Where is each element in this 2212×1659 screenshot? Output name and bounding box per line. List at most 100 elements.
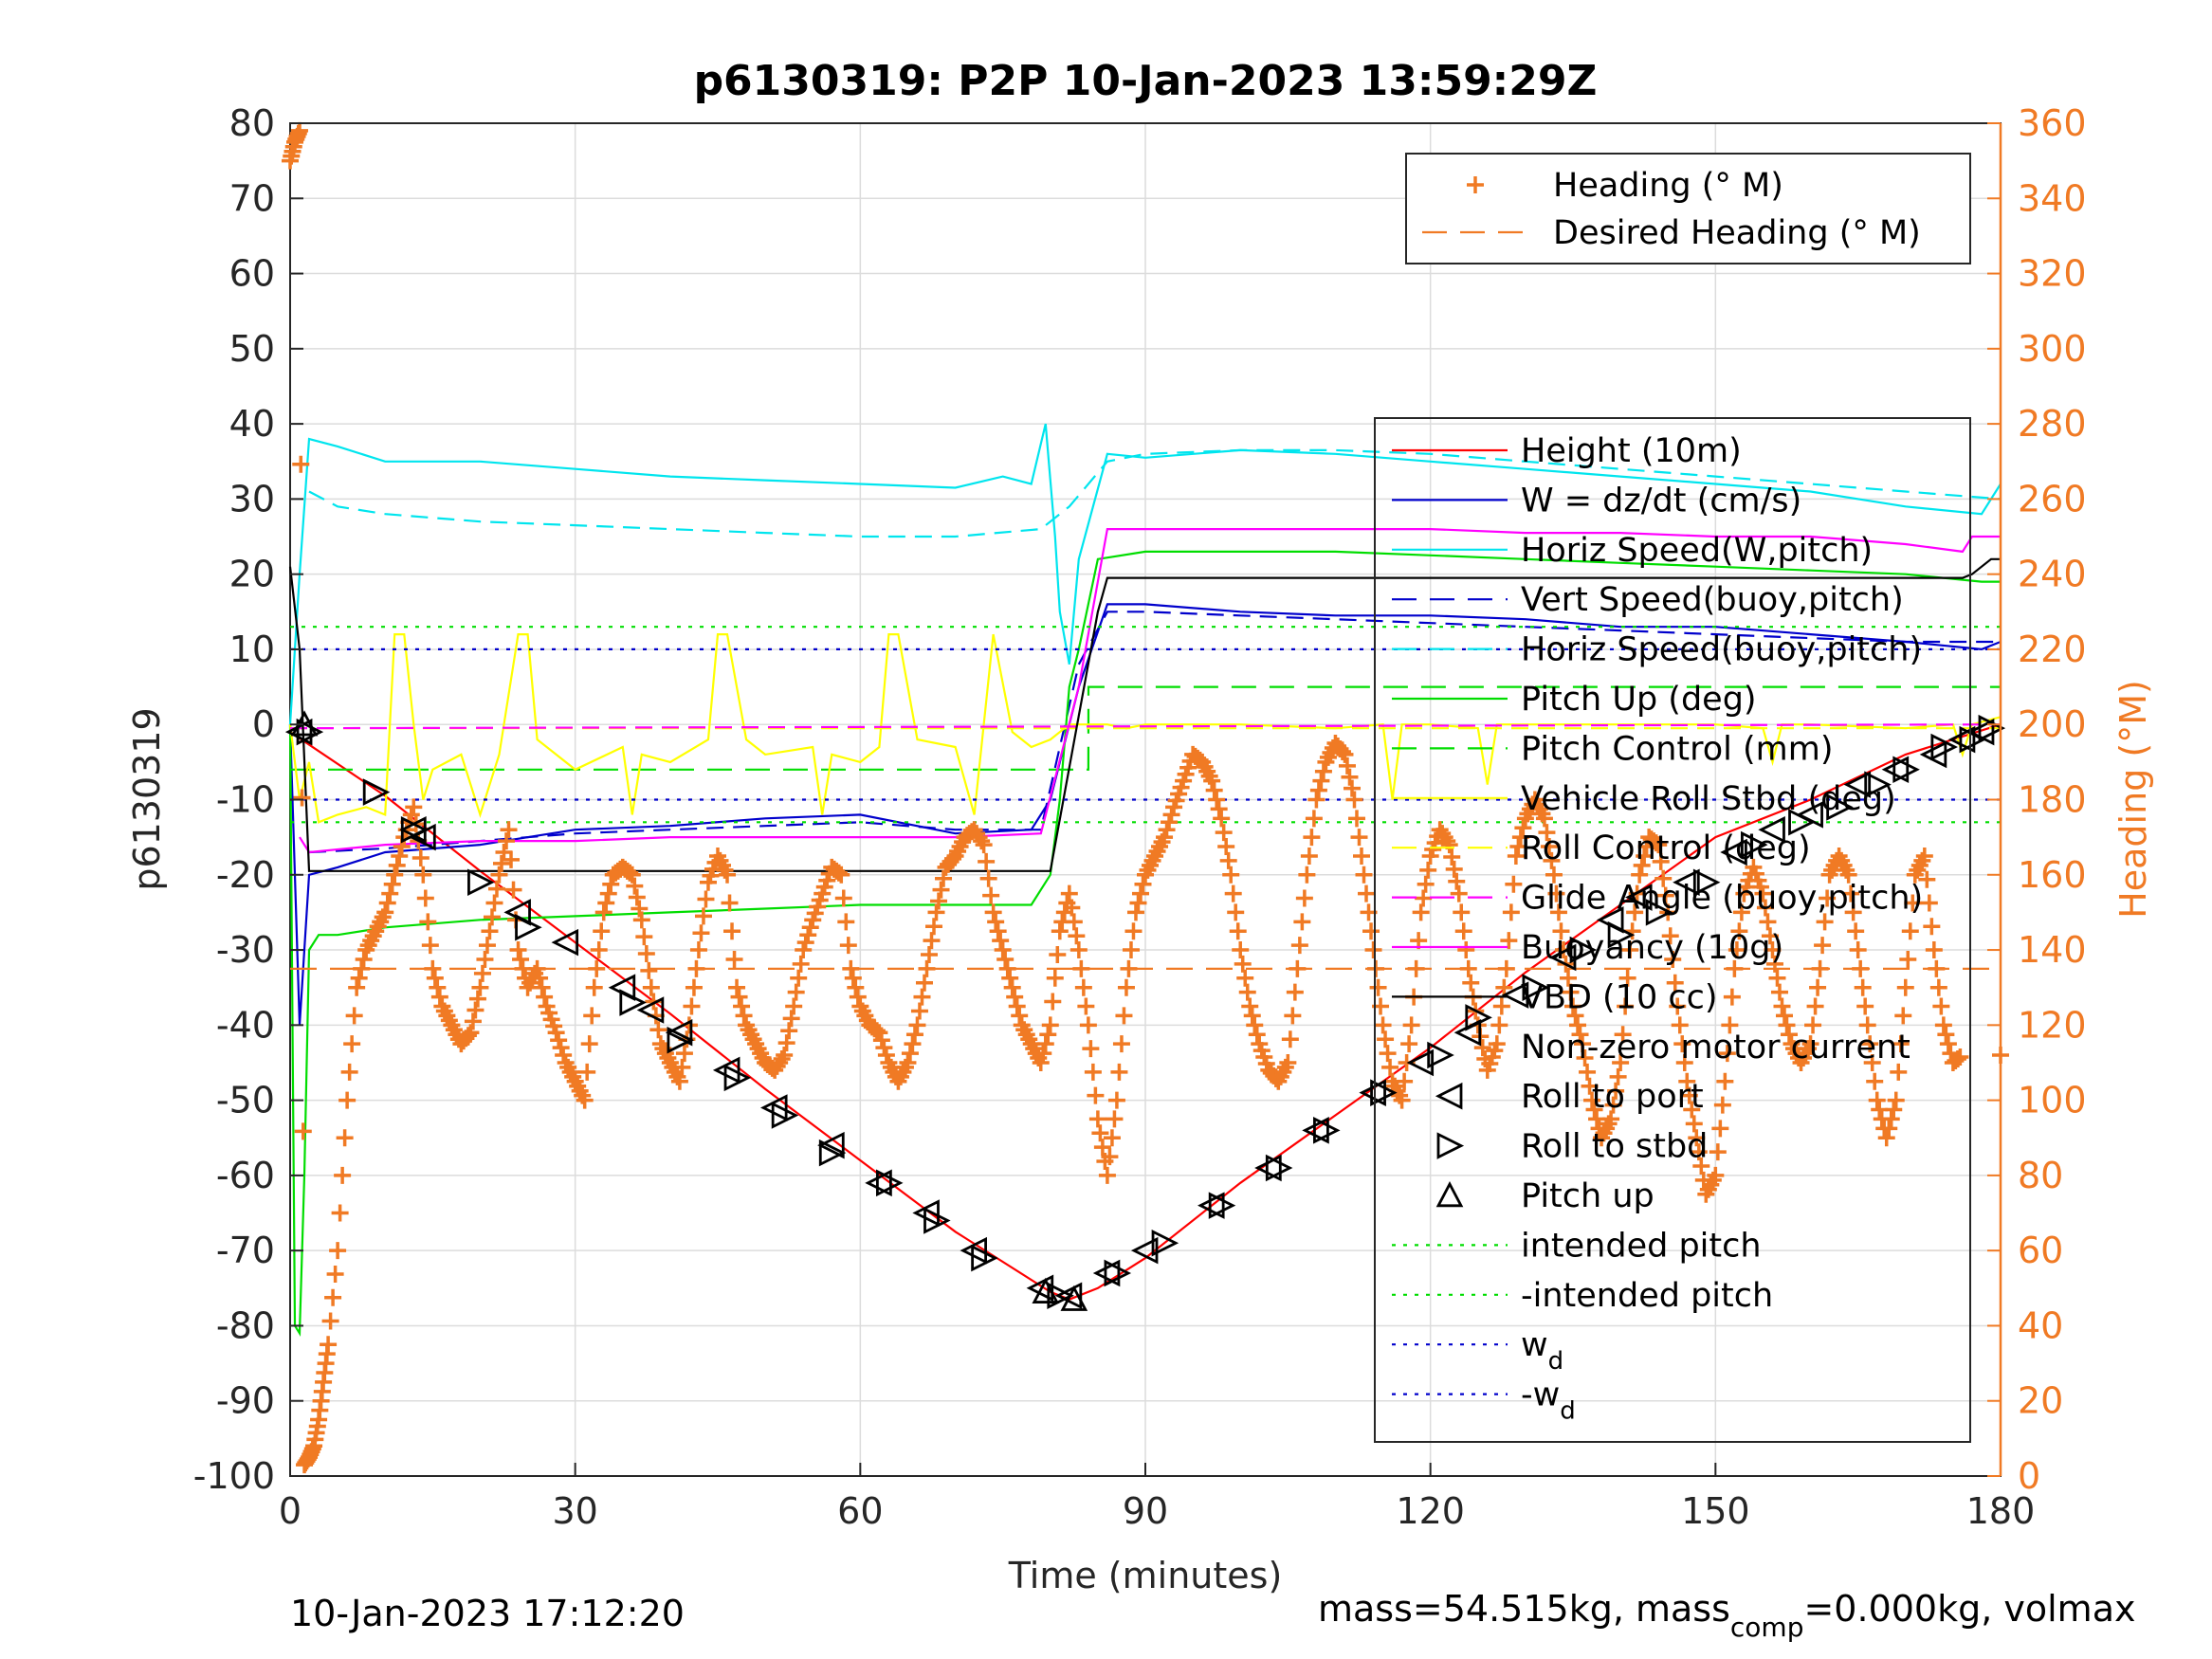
legend-main-label: Pitch up — [1521, 1177, 1654, 1215]
footer-mass-part1: mass=54.515kg, mass — [1318, 1588, 1730, 1630]
heading-point — [1457, 941, 1475, 959]
heading-point — [1721, 1016, 1739, 1034]
heading-point — [847, 978, 865, 996]
heading-point — [1890, 1063, 1908, 1081]
heading-point — [1664, 950, 1682, 968]
heading-point — [1759, 913, 1777, 931]
heading-point — [623, 866, 641, 884]
heading-point — [1462, 974, 1480, 992]
heading-point — [1809, 978, 1827, 996]
heading-point — [1581, 1077, 1599, 1095]
roll-to-stbd-marker — [362, 778, 391, 806]
heading-point — [1069, 941, 1088, 959]
heading-point — [1566, 1007, 1584, 1025]
heading-point — [1122, 941, 1140, 959]
heading-point — [1126, 903, 1144, 921]
roll-to-port-marker — [551, 928, 579, 957]
heading-point — [1203, 772, 1221, 790]
heading-point — [338, 1091, 356, 1109]
heading-point — [350, 969, 368, 987]
heading-point — [626, 877, 644, 895]
heading-point — [1227, 903, 1245, 921]
legend-main-label: -wd — [1521, 1376, 1576, 1426]
heading-point — [1882, 1110, 1900, 1128]
heading-point — [1120, 959, 1138, 977]
legend-main: Height (10m) W = dz/dt (cm/s) Horiz Speed(… — [1374, 417, 1971, 1443]
heading-point — [1224, 884, 1242, 902]
y-tick-label-left: 20 — [229, 554, 275, 595]
heading-point — [1588, 1110, 1606, 1128]
y-tick-label-left: -20 — [216, 854, 275, 896]
heading-point — [1804, 1016, 1822, 1034]
heading-point — [1353, 847, 1371, 865]
heading-point — [1854, 978, 1872, 996]
heading-point — [1761, 927, 1779, 945]
roll-to-stbd-marker — [971, 1244, 998, 1272]
heading-point — [1238, 983, 1256, 1001]
heading-point — [1680, 1086, 1698, 1104]
heading-point — [1552, 922, 1570, 940]
roll-to-stbd-marker — [1313, 1117, 1341, 1144]
heading-point — [424, 959, 442, 977]
heading-point — [1775, 1007, 1793, 1025]
heading-point — [1161, 813, 1179, 831]
footer-mass: mass=54.515kg, masscomp=0.000kg, volmax — [1318, 1588, 2135, 1643]
heading-point — [670, 1072, 688, 1090]
heading-point — [1347, 810, 1365, 828]
heading-point — [1654, 869, 1673, 887]
heading-point — [329, 1242, 347, 1260]
heading-point — [996, 950, 1015, 968]
chart-title: p6130319: P2P 10-Jan-2023 13:59:29Z — [694, 57, 1598, 105]
heading-point — [870, 1024, 888, 1042]
heading-point — [1459, 959, 1477, 977]
legend-main-label: Glide Angle (buoy,pitch) — [1521, 880, 1923, 918]
legend-main-sample-tri — [1435, 1180, 1464, 1208]
heading-point — [1243, 1007, 1261, 1025]
roll-to-stbd-marker — [1607, 921, 1636, 949]
y-tick-label-right: 340 — [2018, 177, 2087, 219]
heading-point — [1547, 884, 1565, 902]
legend-main-sample-tri — [1436, 1132, 1465, 1159]
heading-point — [982, 886, 1000, 904]
heading-point — [1156, 829, 1174, 847]
heading-point — [785, 997, 803, 1015]
heading-point — [1300, 847, 1318, 865]
heading-point — [1103, 1129, 1121, 1147]
heading-point — [1341, 768, 1359, 786]
heading-point — [635, 928, 653, 946]
heading-point — [1289, 959, 1307, 977]
heading-point — [868, 1022, 886, 1040]
heading-point — [1309, 781, 1327, 799]
roll-to-port-marker — [1673, 868, 1700, 896]
heading-point — [787, 983, 805, 1001]
heading-point — [1314, 762, 1332, 780]
heading-point — [1333, 742, 1351, 760]
heading-point — [381, 884, 399, 902]
heading-point — [593, 922, 611, 940]
roll-to-port-marker — [1947, 725, 1976, 754]
y-tick-label-left: -80 — [216, 1304, 275, 1346]
heading-point — [1806, 997, 1824, 1015]
heading-point — [640, 961, 658, 979]
heading-point — [694, 907, 712, 925]
heading-point — [1559, 969, 1577, 987]
heading-point — [1129, 894, 1147, 912]
roll-to-port-marker — [1881, 756, 1910, 784]
heading-point — [1540, 838, 1558, 856]
heading-point — [324, 1288, 342, 1306]
pitch-up-marker — [1032, 1277, 1060, 1304]
series-horiz-speed-buoy-pitch- — [308, 448, 2002, 538]
motor-markers — [284, 710, 2006, 1311]
heading-point — [1612, 1053, 1630, 1071]
heading-point — [293, 789, 311, 807]
heading-point — [1236, 969, 1254, 987]
heading-point — [1222, 866, 1240, 884]
heading-point — [1861, 1035, 1879, 1053]
heading-point — [514, 959, 532, 977]
legend-heading-label: Desired Heading (° M) — [1553, 214, 1921, 252]
heading-point — [1778, 1016, 1796, 1034]
heading-point — [1074, 978, 1092, 996]
heading-point — [913, 988, 931, 1006]
heading-point — [875, 1039, 893, 1057]
heading-point — [343, 1035, 361, 1053]
